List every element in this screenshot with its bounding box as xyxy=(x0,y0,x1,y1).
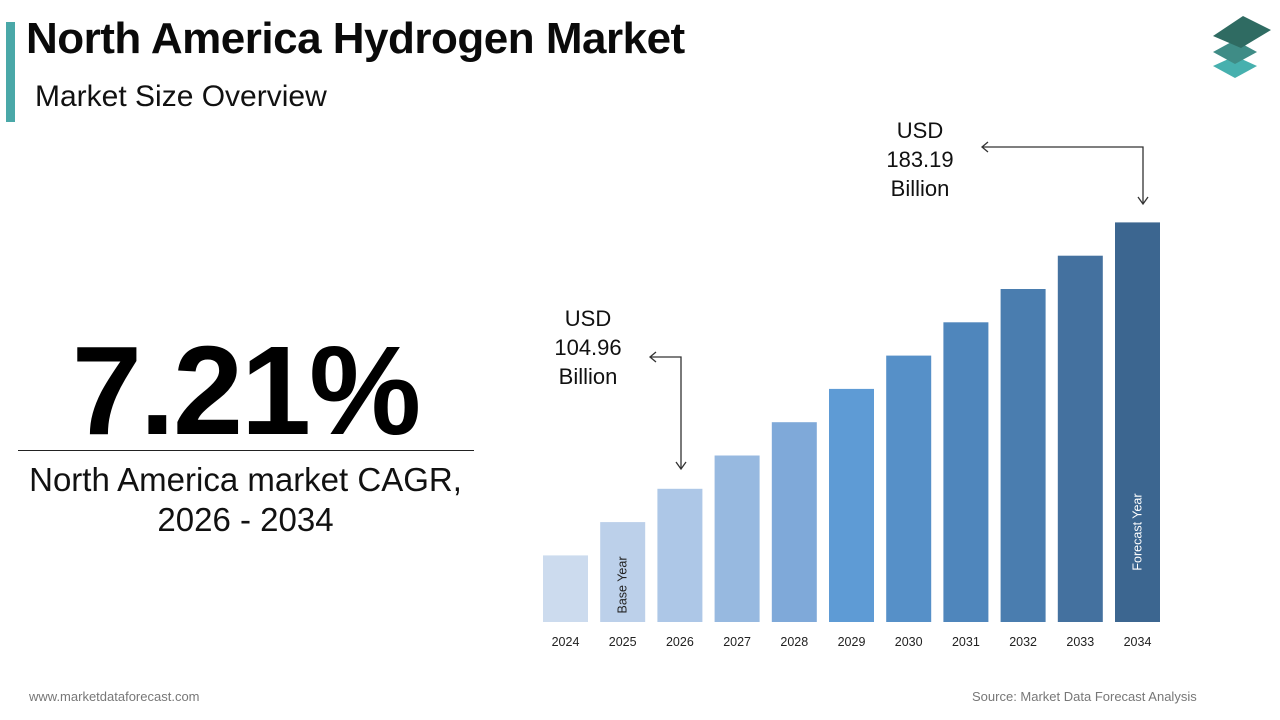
start-callout-value: 104.96 xyxy=(554,335,622,360)
bar-group xyxy=(543,222,1160,622)
cagr-divider xyxy=(18,450,474,451)
x-axis-labels: 2024 2025 2026 2027 2028 2029 2030 2031 2032 2033… xyxy=(552,635,1152,649)
x-tick-label-2024: 2024 xyxy=(552,635,580,649)
end-callout-currency: USD xyxy=(896,118,944,143)
x-tick-label-2034: 2034 xyxy=(1124,635,1152,649)
x-tick-label-2028: 2028 xyxy=(780,635,808,649)
x-tick-label-2033: 2033 xyxy=(1066,635,1094,649)
cagr-label-line1: North America market CAGR, xyxy=(29,461,462,498)
start-value-callout: USD 104.96 Billion xyxy=(540,304,636,391)
cagr-label-line2: 2026 - 2034 xyxy=(157,501,334,538)
logo-layer-top xyxy=(1213,16,1271,48)
start-callout-arrow xyxy=(648,351,687,471)
x-tick-label-2030: 2030 xyxy=(895,635,923,649)
bar-2027 xyxy=(714,455,760,622)
bar-2028 xyxy=(771,422,817,622)
website-link[interactable]: www.marketdataforecast.com xyxy=(29,689,200,704)
page-title: North America Hydrogen Market xyxy=(26,14,685,63)
bar-2024 xyxy=(543,555,588,622)
start-callout-currency: USD xyxy=(564,306,612,331)
x-tick-label-2032: 2032 xyxy=(1009,635,1037,649)
logo-layer-middle xyxy=(1213,40,1257,64)
bar-2029 xyxy=(829,388,874,622)
page-subtitle: Market Size Overview xyxy=(35,80,327,113)
x-tick-label-2029: 2029 xyxy=(838,635,866,649)
cagr-label: North America market CAGR, 2026 - 2034 xyxy=(18,460,473,540)
bar-2026 xyxy=(657,488,703,622)
bar-2025 xyxy=(600,522,646,622)
x-tick-label-2026: 2026 xyxy=(666,635,694,649)
bar-2034 xyxy=(1115,222,1160,622)
title-accent-bar xyxy=(6,22,15,122)
bar-2033 xyxy=(1057,255,1103,622)
x-tick-label-2025: 2025 xyxy=(609,635,637,649)
end-callout-arrow xyxy=(980,141,1149,206)
bar-annotations: Base Year Forecast Year xyxy=(616,493,1145,613)
bar-2030 xyxy=(886,355,932,622)
cagr-value: 7.21% xyxy=(71,320,421,461)
end-callout-unit: Billion xyxy=(890,176,950,201)
start-callout-unit: Billion xyxy=(558,364,618,389)
logo-layer-bottom xyxy=(1213,56,1257,78)
x-tick-label-2031: 2031 xyxy=(952,635,980,649)
bar-2031 xyxy=(943,322,989,622)
bar-annotation-2034: Forecast Year xyxy=(1131,493,1145,570)
x-tick-label-2027: 2027 xyxy=(723,635,751,649)
end-callout-value: 183.19 xyxy=(886,147,954,172)
bar-2032 xyxy=(1000,289,1046,622)
source-note: Source: Market Data Forecast Analysis xyxy=(972,689,1197,704)
bar-annotation-2025: Base Year xyxy=(616,557,630,614)
end-value-callout: USD 183.19 Billion xyxy=(872,116,968,203)
stacked-layers-icon xyxy=(1213,16,1271,78)
